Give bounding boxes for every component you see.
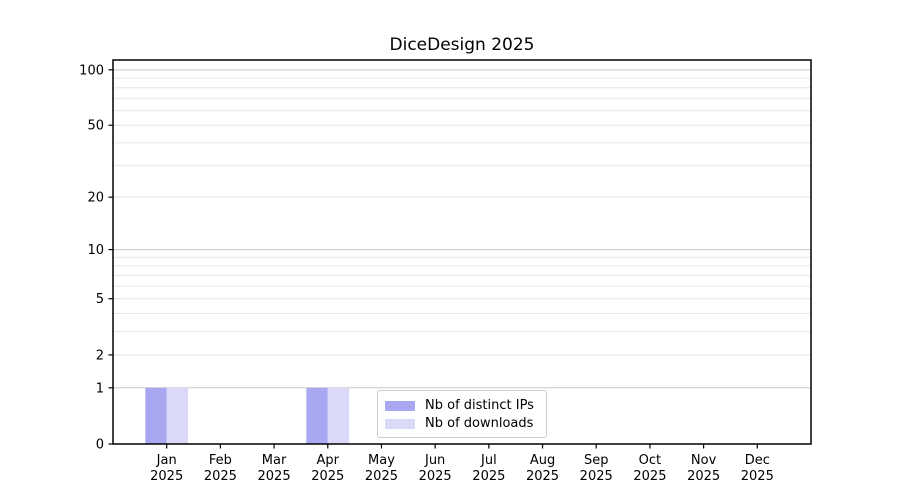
bar-distinct-ips-jan <box>145 387 167 444</box>
x-tick-label-month: Jul <box>480 453 497 468</box>
x-tick-label-year: 2025 <box>741 469 774 484</box>
x-tick-label-month: Oct <box>639 453 661 468</box>
x-tick-label-year: 2025 <box>419 469 452 484</box>
x-tick-label-year: 2025 <box>580 469 613 484</box>
y-tick-label: 0 <box>96 438 104 453</box>
x-tick-label-year: 2025 <box>258 469 291 484</box>
plot-border <box>112 59 812 445</box>
x-tick-label-month: Apr <box>317 453 340 468</box>
x-tick-label-year: 2025 <box>204 469 237 484</box>
x-tick-label-year: 2025 <box>365 469 398 484</box>
legend-label-downloads: Nb of downloads <box>425 416 534 431</box>
chart-title: DiceDesign 2025 <box>389 35 535 55</box>
legend-swatch-distinct-ips <box>385 400 415 411</box>
legend-item-distinct-ips: Nb of distinct IPs <box>385 397 537 414</box>
legend-label-distinct-ips: Nb of distinct IPs <box>425 398 534 413</box>
y-tick-label: 50 <box>87 119 104 134</box>
x-tick-label-month: Jan <box>156 453 177 468</box>
y-tick-label: 2 <box>96 348 104 363</box>
x-tick-label-year: 2025 <box>311 469 344 484</box>
y-tick-label: 20 <box>87 191 104 206</box>
x-tick-label-month: Nov <box>691 453 717 468</box>
x-tick-label-year: 2025 <box>150 469 183 484</box>
y-tick-label: 1 <box>96 381 104 396</box>
x-tick-label-month: Sep <box>584 453 609 468</box>
y-tick-label: 10 <box>87 243 104 258</box>
x-tick-label-month: Dec <box>745 453 770 468</box>
x-tick-label-year: 2025 <box>687 469 720 484</box>
x-tick-label-month: Jun <box>424 453 445 468</box>
bar-distinct-ips-apr <box>306 387 328 444</box>
y-tick-label: 5 <box>96 292 104 307</box>
x-tick-label-year: 2025 <box>472 469 505 484</box>
legend-swatch-downloads <box>385 418 415 429</box>
legend-item-downloads: Nb of downloads <box>385 415 537 432</box>
bar-downloads-apr <box>327 387 350 444</box>
x-tick-label-month: Mar <box>262 453 287 468</box>
x-tick-label-month: Aug <box>530 453 555 468</box>
x-tick-label-month: May <box>368 453 395 468</box>
y-tick-label: 100 <box>79 63 104 78</box>
x-tick-label-year: 2025 <box>526 469 559 484</box>
x-tick-label-month: Feb <box>209 453 232 468</box>
bar-downloads-jan <box>166 387 189 444</box>
x-tick-label-year: 2025 <box>633 469 666 484</box>
legend: Nb of distinct IPs Nb of downloads <box>377 390 547 438</box>
